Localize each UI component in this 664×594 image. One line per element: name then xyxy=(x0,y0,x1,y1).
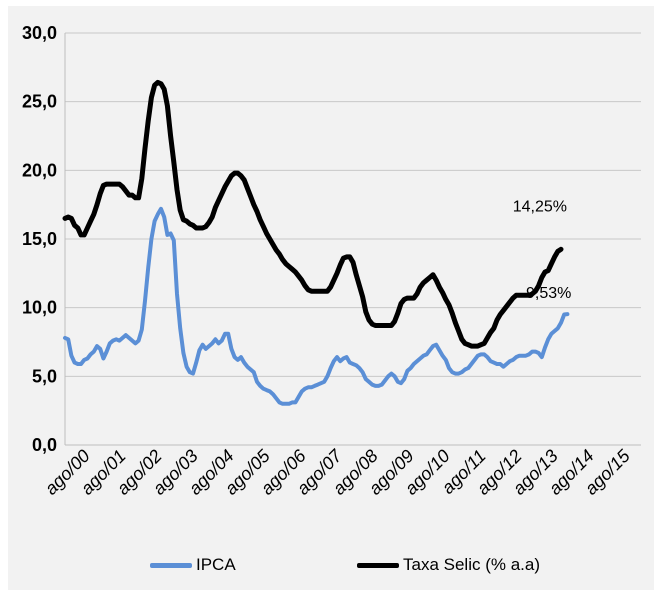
legend-label-selic: Taxa Selic (% a.a) xyxy=(403,555,540,574)
y-tick-label: 15,0 xyxy=(22,229,57,249)
data-label-ipca: 9,53% xyxy=(526,285,571,302)
legend-swatch-ipca xyxy=(150,562,192,568)
y-tick-label: 10,0 xyxy=(22,298,57,318)
legend-swatch-selic xyxy=(357,562,399,568)
y-tick-label: 0,0 xyxy=(32,435,57,455)
data-labels: 14,25% 9,53% xyxy=(513,198,572,302)
y-tick-label: 5,0 xyxy=(32,366,57,386)
legend: IPCA Taxa Selic (% a.a) xyxy=(0,555,664,585)
x-tick-labels: ago/00ago/01ago/02ago/03ago/04ago/05ago/… xyxy=(41,445,635,499)
legend-label-ipca: IPCA xyxy=(196,555,236,574)
legend-item-selic: Taxa Selic (% a.a) xyxy=(357,555,540,575)
data-label-selic: 14,25% xyxy=(513,198,567,215)
chart-panel xyxy=(8,6,654,590)
legend-item-ipca: IPCA xyxy=(150,555,236,575)
y-tick-labels: 0,0 5,0 10,0 15,0 20,0 25,0 30,0 xyxy=(22,23,57,455)
gridlines xyxy=(65,32,641,377)
line-chart: 0,0 5,0 10,0 15,0 20,0 25,0 30,0 ago/00ago/01a… xyxy=(22,23,641,499)
y-tick-label: 20,0 xyxy=(22,160,57,180)
series-lines xyxy=(62,79,570,406)
series-line-ipca xyxy=(63,206,570,406)
series-line-selic xyxy=(62,79,564,349)
y-tick-label: 25,0 xyxy=(22,92,57,112)
y-tick-label: 30,0 xyxy=(22,23,57,43)
